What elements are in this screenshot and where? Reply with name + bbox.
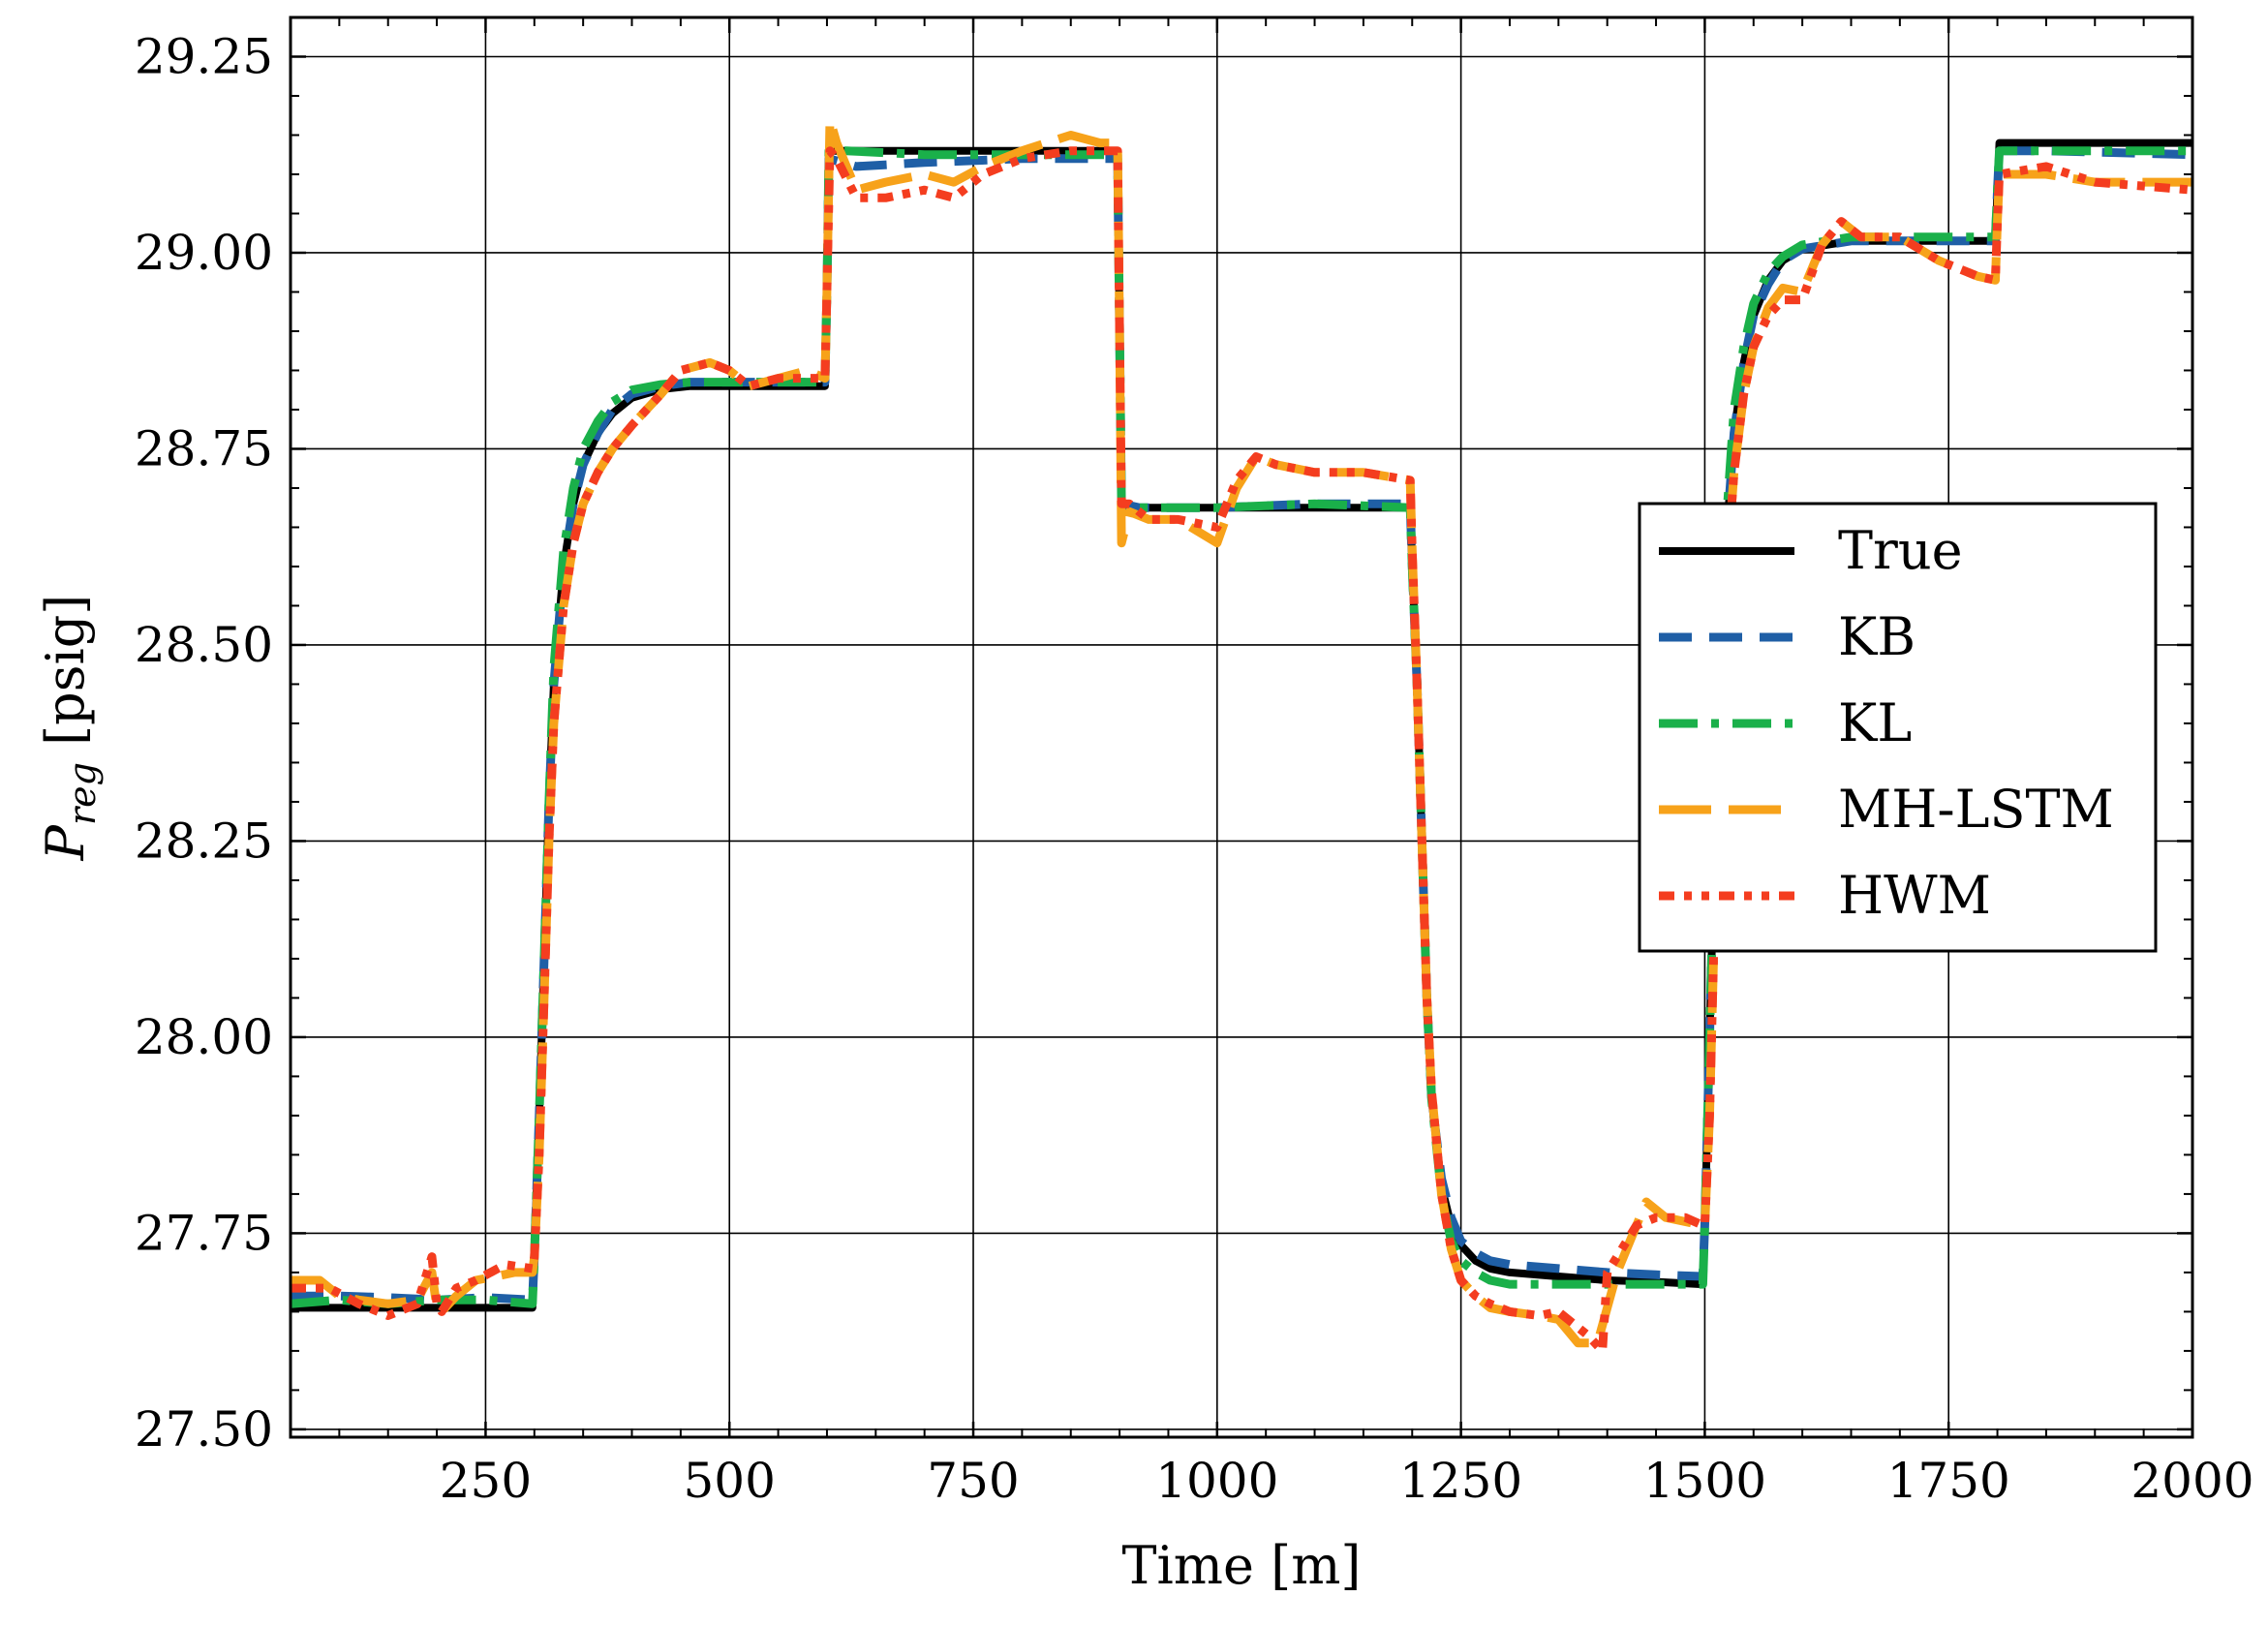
legend-label: KB (1838, 606, 1916, 667)
x-tick-label: 750 (927, 1453, 1019, 1509)
y-tick-label: 28.50 (135, 617, 273, 673)
y-tick-label: 28.00 (135, 1009, 273, 1065)
series-line-mh-lstm (291, 114, 2192, 1348)
y-tick-label: 29.25 (135, 28, 273, 84)
x-tick-label: 1500 (1643, 1453, 1766, 1509)
y-tick-label: 28.75 (135, 420, 273, 476)
x-tick-label: 500 (684, 1453, 776, 1509)
svg-text:Preg [psig]: Preg [psig] (35, 595, 104, 862)
y-axis-title-subscript: reg (61, 762, 104, 825)
x-tick-label: 1000 (1155, 1453, 1278, 1509)
x-axis-title: Time [m] (1122, 1535, 1362, 1596)
y-axis-title-unit: [psig] (35, 595, 96, 762)
series-line-hwm (291, 146, 2192, 1356)
y-tick-label: 27.75 (135, 1205, 273, 1261)
x-tick-label: 1750 (1887, 1453, 2010, 1509)
legend-label: MH-LSTM (1838, 779, 2114, 840)
y-tick-label: 28.25 (135, 813, 273, 869)
x-tick-label: 250 (440, 1453, 532, 1509)
legend-label: HWM (1838, 865, 1991, 926)
legend: True KB KL MH-LSTM HWM (1638, 502, 2158, 953)
legend-label: KL (1838, 692, 1912, 753)
legend-frame (1638, 502, 2158, 953)
tick-labels: 250 500 750 1000 1250 1500 1750 2000 27.50 27.75 2… (135, 28, 2254, 1509)
x-tick-label: 1250 (1399, 1453, 1522, 1509)
y-tick-label: 29.00 (135, 225, 273, 281)
plot-frame (289, 15, 2194, 1439)
y-axis-title: Preg [psig] (35, 595, 104, 862)
y-axis-title-main: P (35, 823, 96, 861)
series-layer (291, 114, 2192, 1356)
x-tick-label: 2000 (2130, 1453, 2253, 1509)
y-tick-label: 27.50 (135, 1401, 273, 1458)
legend-label: True (1838, 520, 1963, 581)
legend-entries: True KB KL MH-LSTM HWM (1659, 520, 2114, 926)
